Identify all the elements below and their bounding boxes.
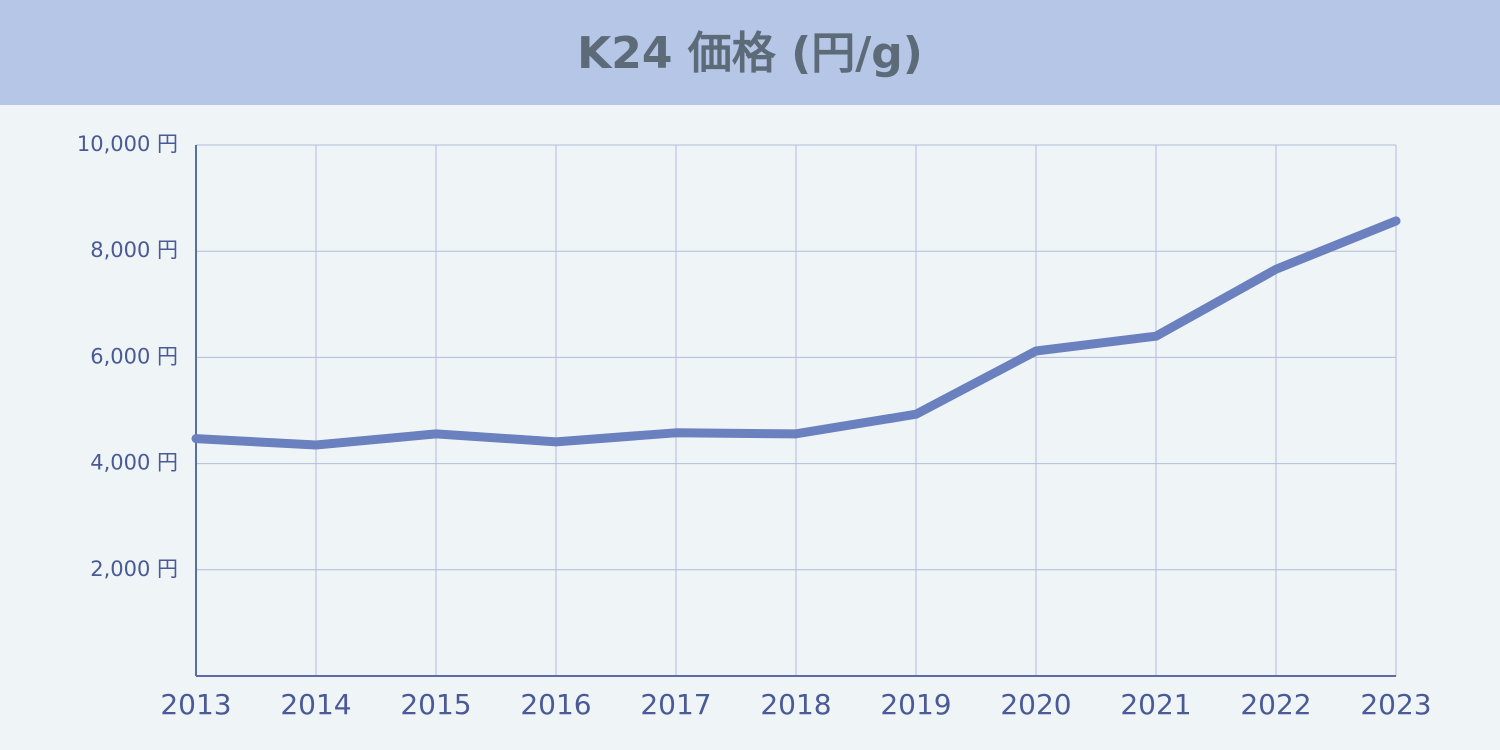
y-tick-label: 2,000 円 xyxy=(90,557,178,581)
x-tick-label: 2017 xyxy=(640,688,711,721)
chart-title: K24 価格 (円/g) xyxy=(577,28,923,79)
x-tick-label: 2023 xyxy=(1360,688,1431,721)
y-tick-label: 6,000 円 xyxy=(90,344,178,368)
x-tick-label: 2019 xyxy=(880,688,951,721)
x-tick-label: 2022 xyxy=(1240,688,1311,721)
x-tick-label: 2013 xyxy=(160,688,231,721)
y-tick-label: 10,000 円 xyxy=(77,132,178,156)
x-tick-label: 2016 xyxy=(520,688,591,721)
title-band xyxy=(0,0,1500,105)
y-tick-label: 8,000 円 xyxy=(90,238,178,262)
x-tick-label: 2020 xyxy=(1000,688,1071,721)
x-tick-label: 2014 xyxy=(280,688,351,721)
data-line xyxy=(191,216,1401,450)
x-tick-label: 2015 xyxy=(400,688,471,721)
x-tick-label: 2018 xyxy=(760,688,831,721)
x-tick-label: 2021 xyxy=(1120,688,1191,721)
y-tick-label: 4,000 円 xyxy=(90,451,178,475)
